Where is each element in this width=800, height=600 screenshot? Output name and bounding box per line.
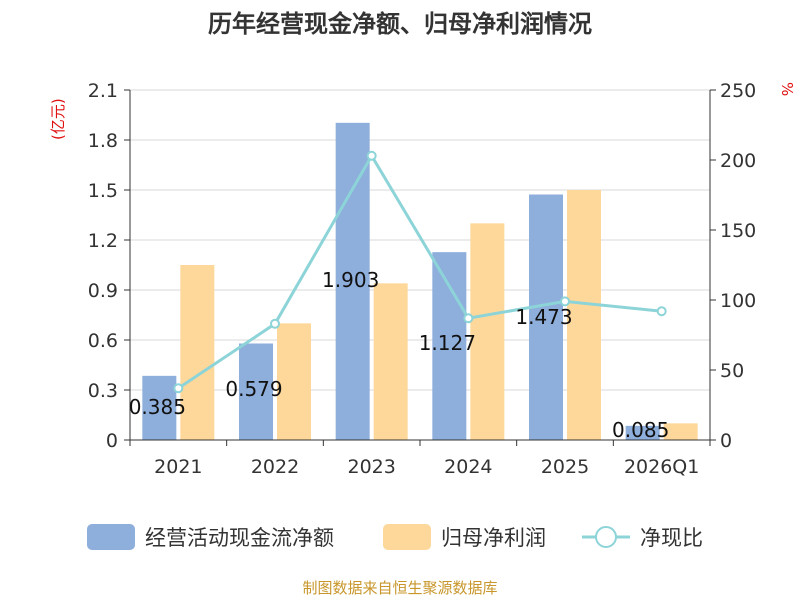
x-tick-label: 2024 [444,456,492,478]
source-note: 制图数据来自恒生聚源数据库 [302,579,497,597]
y-left-tick-label: 1.5 [88,180,118,202]
y-right-tick-label: 50 [720,360,744,382]
bar-net-profit [277,323,311,440]
y-right-axis-title: % [778,82,796,96]
bars [142,122,698,440]
bar-cash-flow [142,375,177,440]
y-left-tick-label: 0.6 [88,330,118,352]
data-label-cash-flow: 1.127 [419,331,476,355]
legend-label-ratio: 净现比 [640,526,703,550]
bar-net-profit [373,283,408,440]
y-left-tick-label: 1.2 [88,230,118,252]
x-tick-label: 2021 [154,456,202,478]
bar-net-profit [663,423,698,440]
legend-swatch-cash-flow [87,524,135,550]
ratio-point [463,313,474,324]
data-label-cash-flow: 0.579 [225,377,282,401]
data-label-cash-flow: 1.903 [322,268,379,292]
ratio-point [270,318,280,329]
y-left-axis-title: (亿元) [49,98,67,140]
legend-swatch-net-profit [383,524,431,550]
y-left-tick-label: 0 [106,430,118,452]
bar-cash-flow [239,343,273,440]
bar-net-profit [470,223,505,440]
y-left-tick-label: 2.1 [88,80,118,102]
chart-title: 历年经营现金净额、归母净利润情况 [208,10,592,38]
ratio-point [560,296,570,307]
legend-label-net-profit: 归母净利润 [441,526,546,550]
y-right-tick-label: 200 [720,150,756,172]
y-right-tick-label: 100 [720,290,756,312]
bar-cash-flow [335,122,370,440]
axes: 0 0.3 0.6 0.9 1.2 1.5 1.8 2.1 0 50 100 150 200 250 (亿元… [49,80,796,478]
data-label-cash-flow: 0.385 [129,395,186,419]
bar-cash-flow [529,194,563,440]
y-left-tick-label: 0.9 [88,280,118,302]
ratio-point [656,306,667,317]
x-tick-label: 2023 [347,456,395,478]
data-labels: 0.385 0.579 1.903 1.127 1.473 0.085 [129,268,670,442]
y-right-tick-label: 250 [720,80,756,102]
bar-net-profit [567,190,601,440]
ratio-line [173,150,667,394]
y-right-tick-label: 150 [720,220,756,242]
grid-lines [130,89,710,441]
data-label-cash-flow: 1.473 [515,305,572,329]
ratio-point [173,383,184,394]
data-label-cash-flow: 0.085 [612,418,669,442]
legend-label-cash-flow: 经营活动现金流净额 [145,526,334,550]
bar-net-profit [180,265,215,440]
x-tick-label: 2022 [251,456,299,478]
y-left-tick-label: 0.3 [88,380,118,402]
bar-cash-flow [625,425,660,440]
x-tick-label: 2025 [541,456,589,478]
legend-swatch-ratio-marker [595,526,617,548]
legend: 经营活动现金流净额 归母净利润 净现比 [87,524,703,550]
y-left-tick-label: 1.8 [88,130,118,152]
y-right-tick-label: 0 [720,430,732,452]
ratio-point [366,150,377,161]
x-tick-label: 2026Q1 [624,456,699,478]
ratio-line-path [177,152,662,390]
